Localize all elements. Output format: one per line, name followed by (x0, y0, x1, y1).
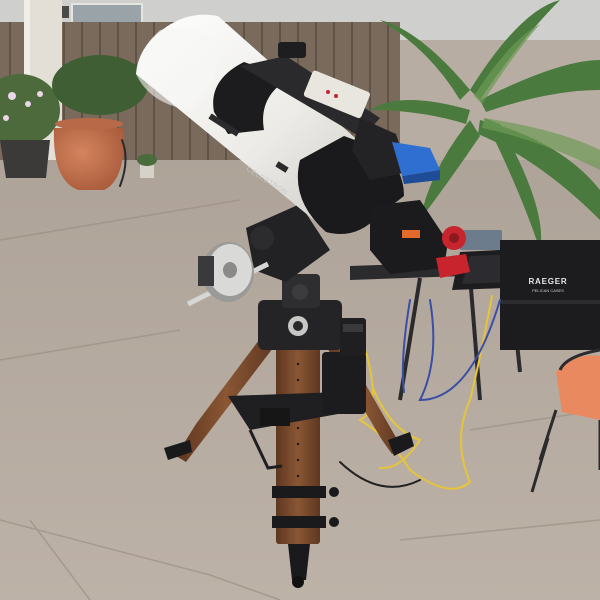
patio-chair (530, 348, 600, 493)
case-sub-logo: PELICAN CASES (532, 288, 564, 293)
blue-accessory (392, 142, 440, 184)
case-logo: RAEGER (528, 277, 567, 286)
equatorial-mount (186, 204, 366, 356)
wall-lamp (62, 6, 69, 18)
dark-planter (0, 140, 50, 178)
hard-case: RAEGER PELICAN CASES (500, 240, 600, 350)
small-planter (140, 164, 154, 178)
shrub (0, 74, 60, 146)
camera-assembly (370, 200, 470, 278)
tablet (460, 230, 502, 250)
tripod (164, 336, 414, 588)
cables (119, 139, 501, 490)
terracotta-pot (53, 118, 125, 190)
counterweight (198, 242, 254, 302)
top-accessories (240, 42, 408, 180)
